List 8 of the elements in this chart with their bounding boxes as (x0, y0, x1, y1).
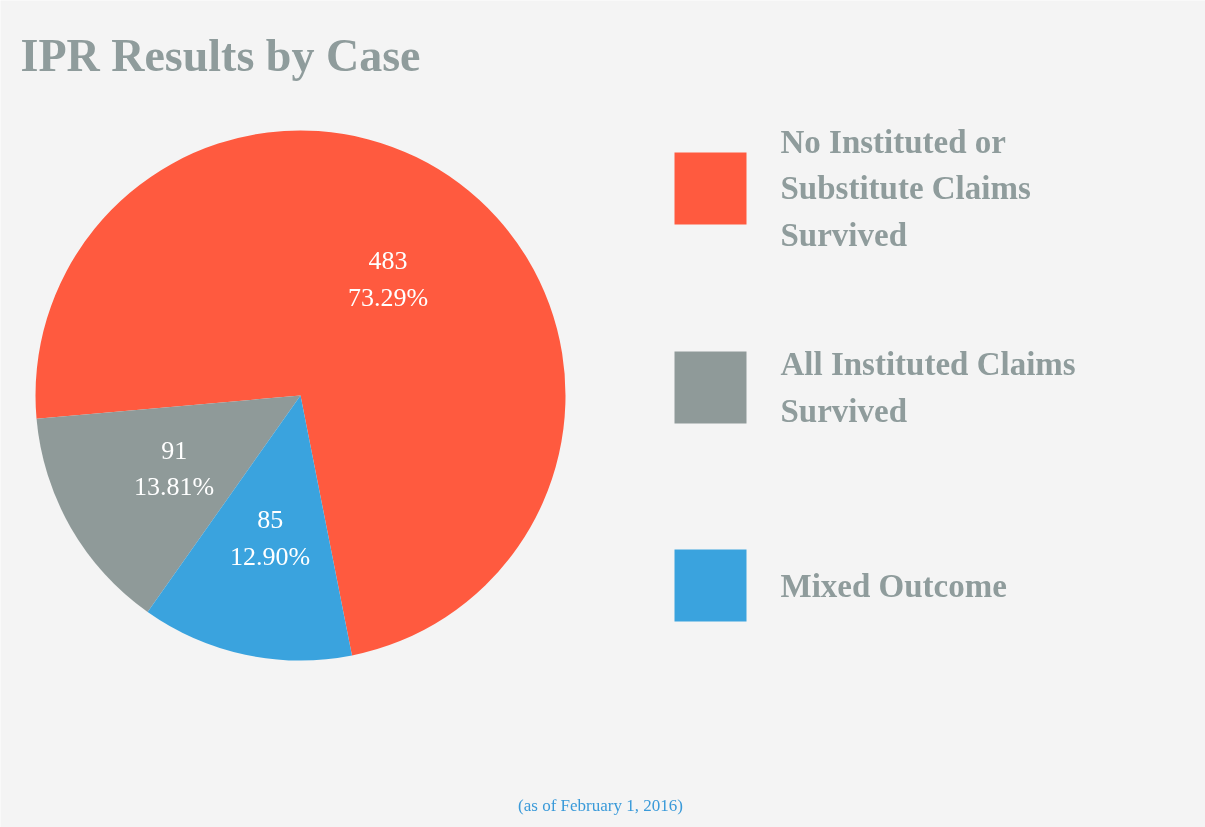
data-label: 85 12.90% (230, 505, 311, 571)
legend-label: No Instituted or Substitute Claims Survived (780, 123, 1031, 254)
data-label: 91 13.81% (134, 435, 215, 501)
legend-label: Mixed Outcome (780, 567, 1007, 604)
text: (as of February 1, 2016) (518, 796, 683, 815)
legend-label: All Instituted Claims Survived (780, 346, 1076, 429)
chart-title: IPR Results by Case (20, 30, 421, 81)
data-label: 483 73.29% (347, 246, 429, 312)
